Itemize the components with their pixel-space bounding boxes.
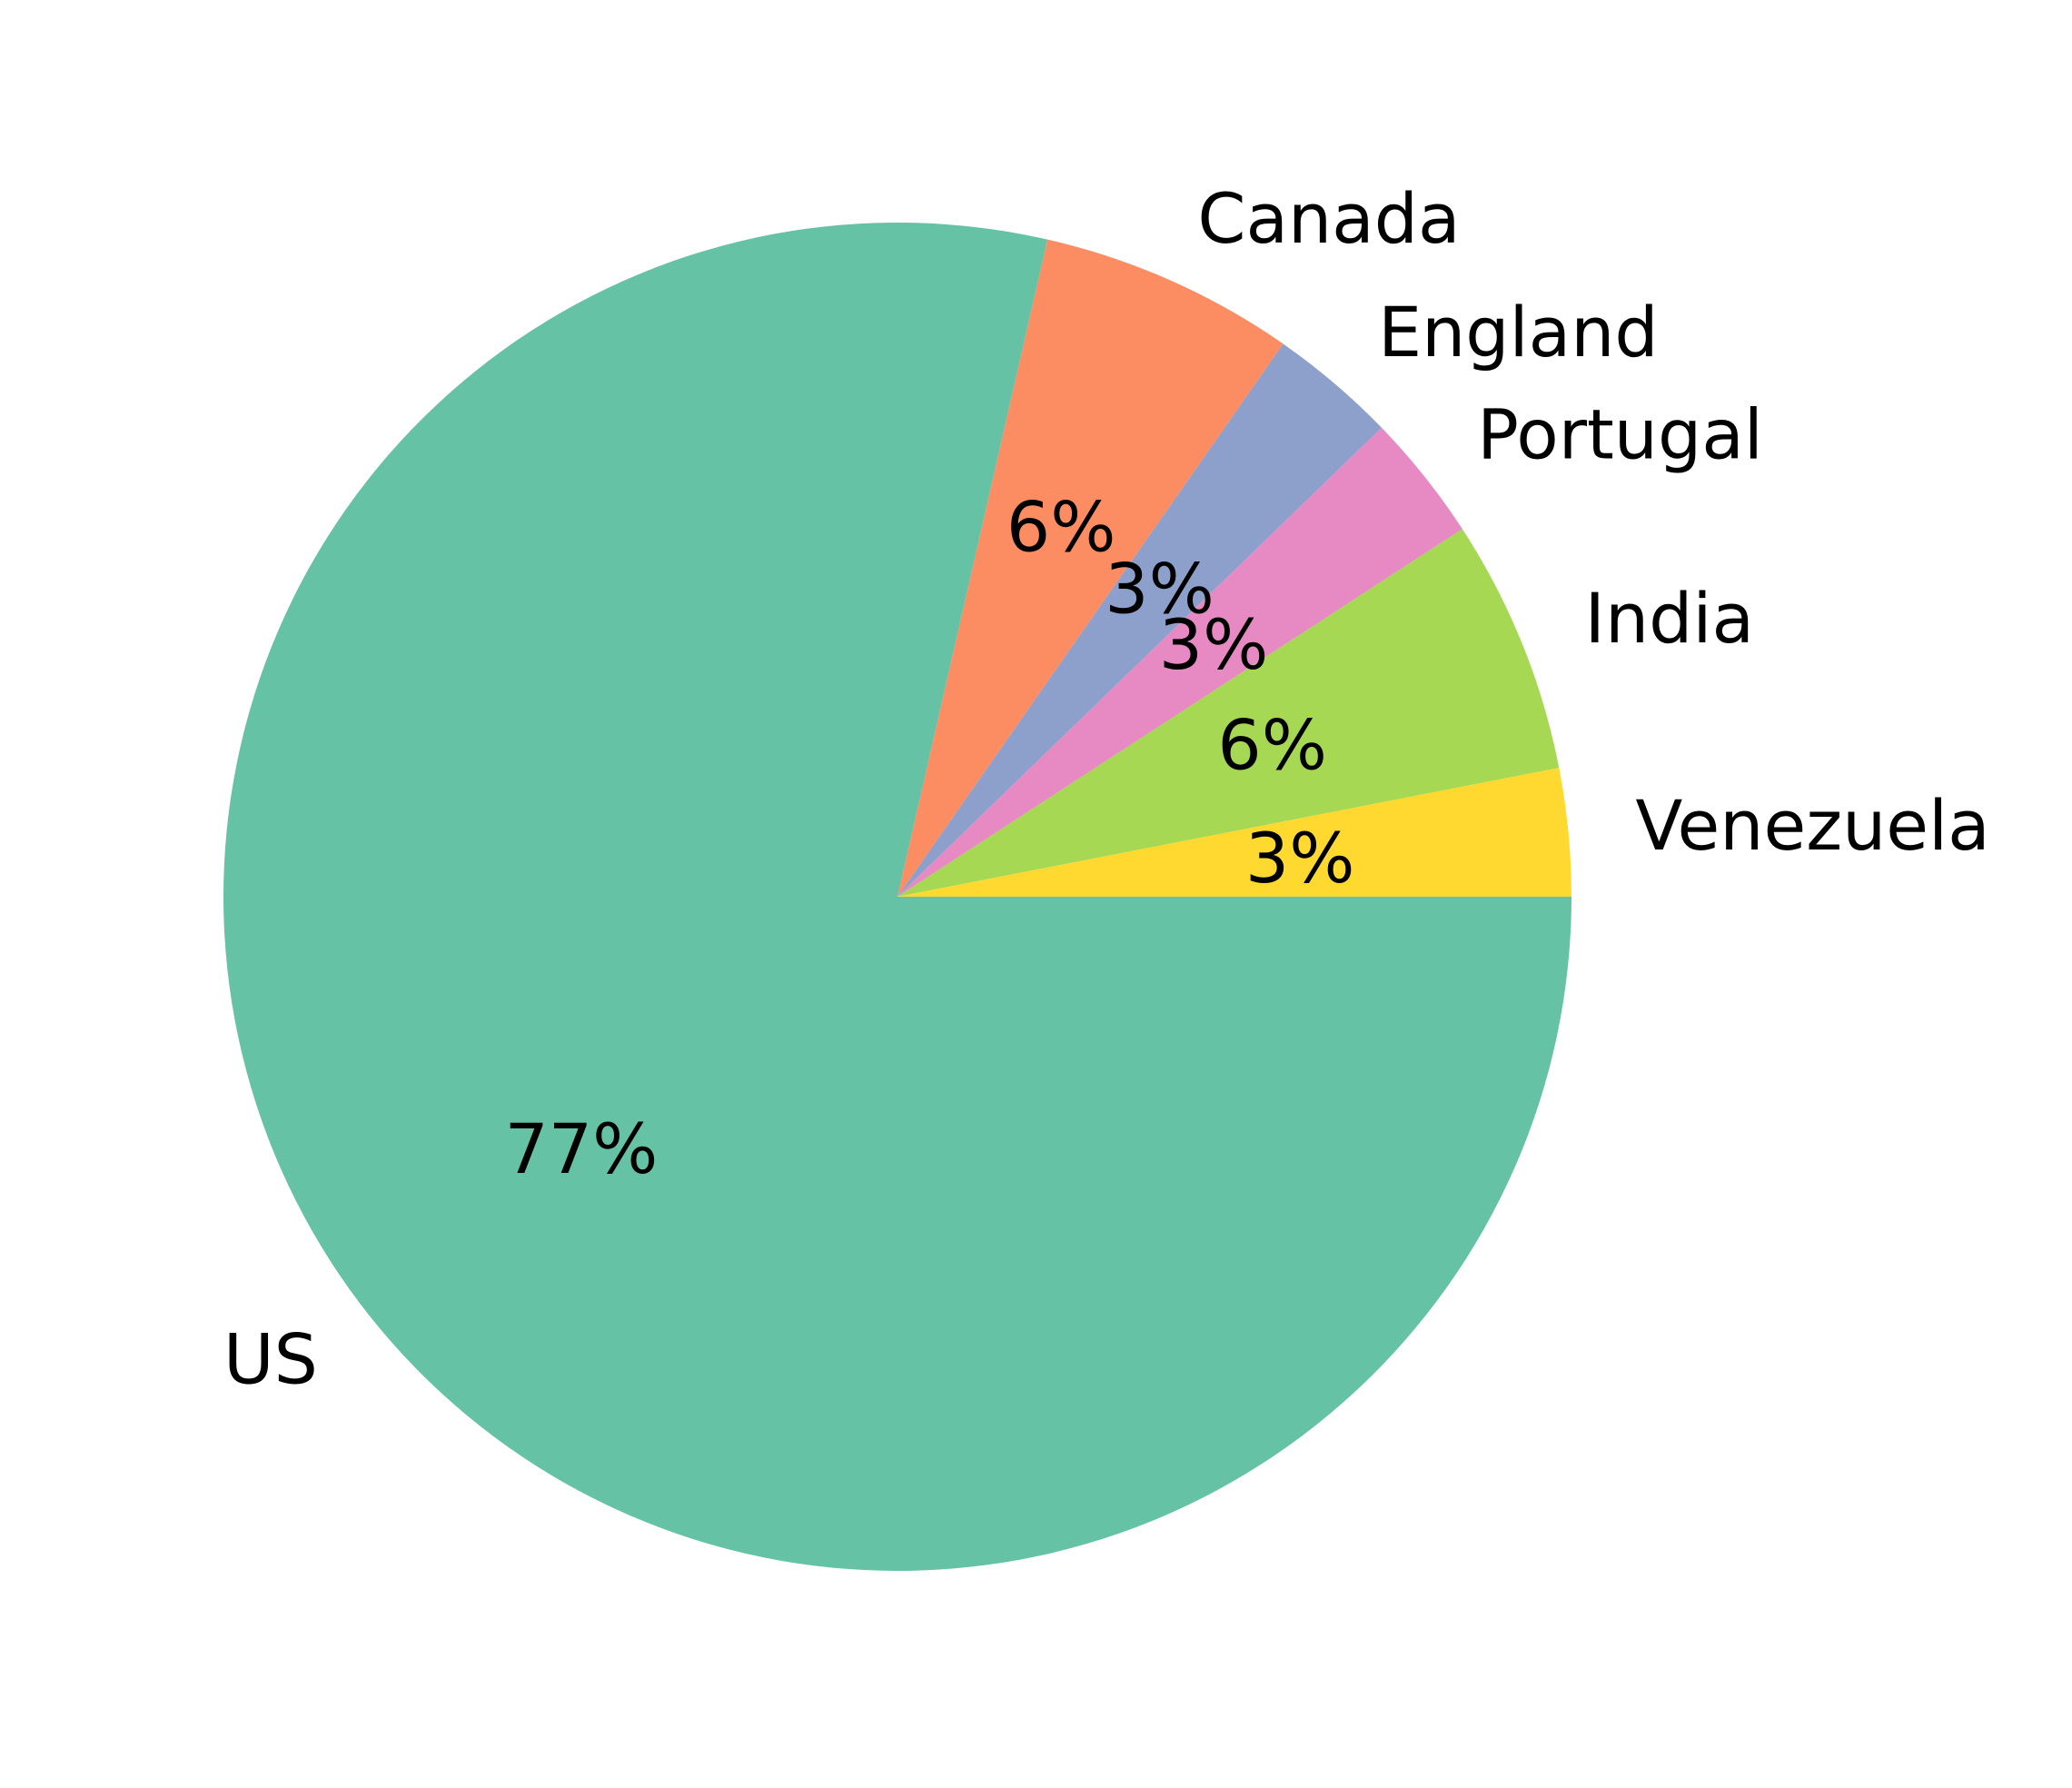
slice-label-portugal: Portugal [1477, 394, 1763, 475]
pie-slice-venezuela [897, 768, 1571, 897]
percent-label-england: 3% [1105, 549, 1214, 630]
slice-label-england: England [1378, 292, 1659, 372]
slice-label-canada: Canada [1197, 178, 1460, 259]
pie-slice-us [223, 222, 1572, 1572]
slice-label-india: India [1585, 578, 1755, 659]
pie-slice-portugal [897, 427, 1462, 897]
percent-label-canada: 6% [1006, 486, 1116, 567]
slices-layer [223, 222, 1572, 1572]
slice-label-venezuela: Venezuela [1635, 785, 1989, 866]
percent-label-venezuela: 3% [1245, 818, 1355, 899]
percent-label-portugal: 3% [1159, 604, 1269, 685]
percent-label-us: 77% [504, 1108, 658, 1189]
pie-slice-india [897, 529, 1560, 897]
pie-slice-england [897, 343, 1383, 897]
pie-slice-canada [897, 239, 1284, 897]
percent-label-india: 6% [1217, 704, 1327, 785]
labels-layer: US 77% Canada 6% England 3% Portugal 3% India 6% V… [223, 178, 1990, 1399]
slice-label-us: US [223, 1318, 318, 1399]
